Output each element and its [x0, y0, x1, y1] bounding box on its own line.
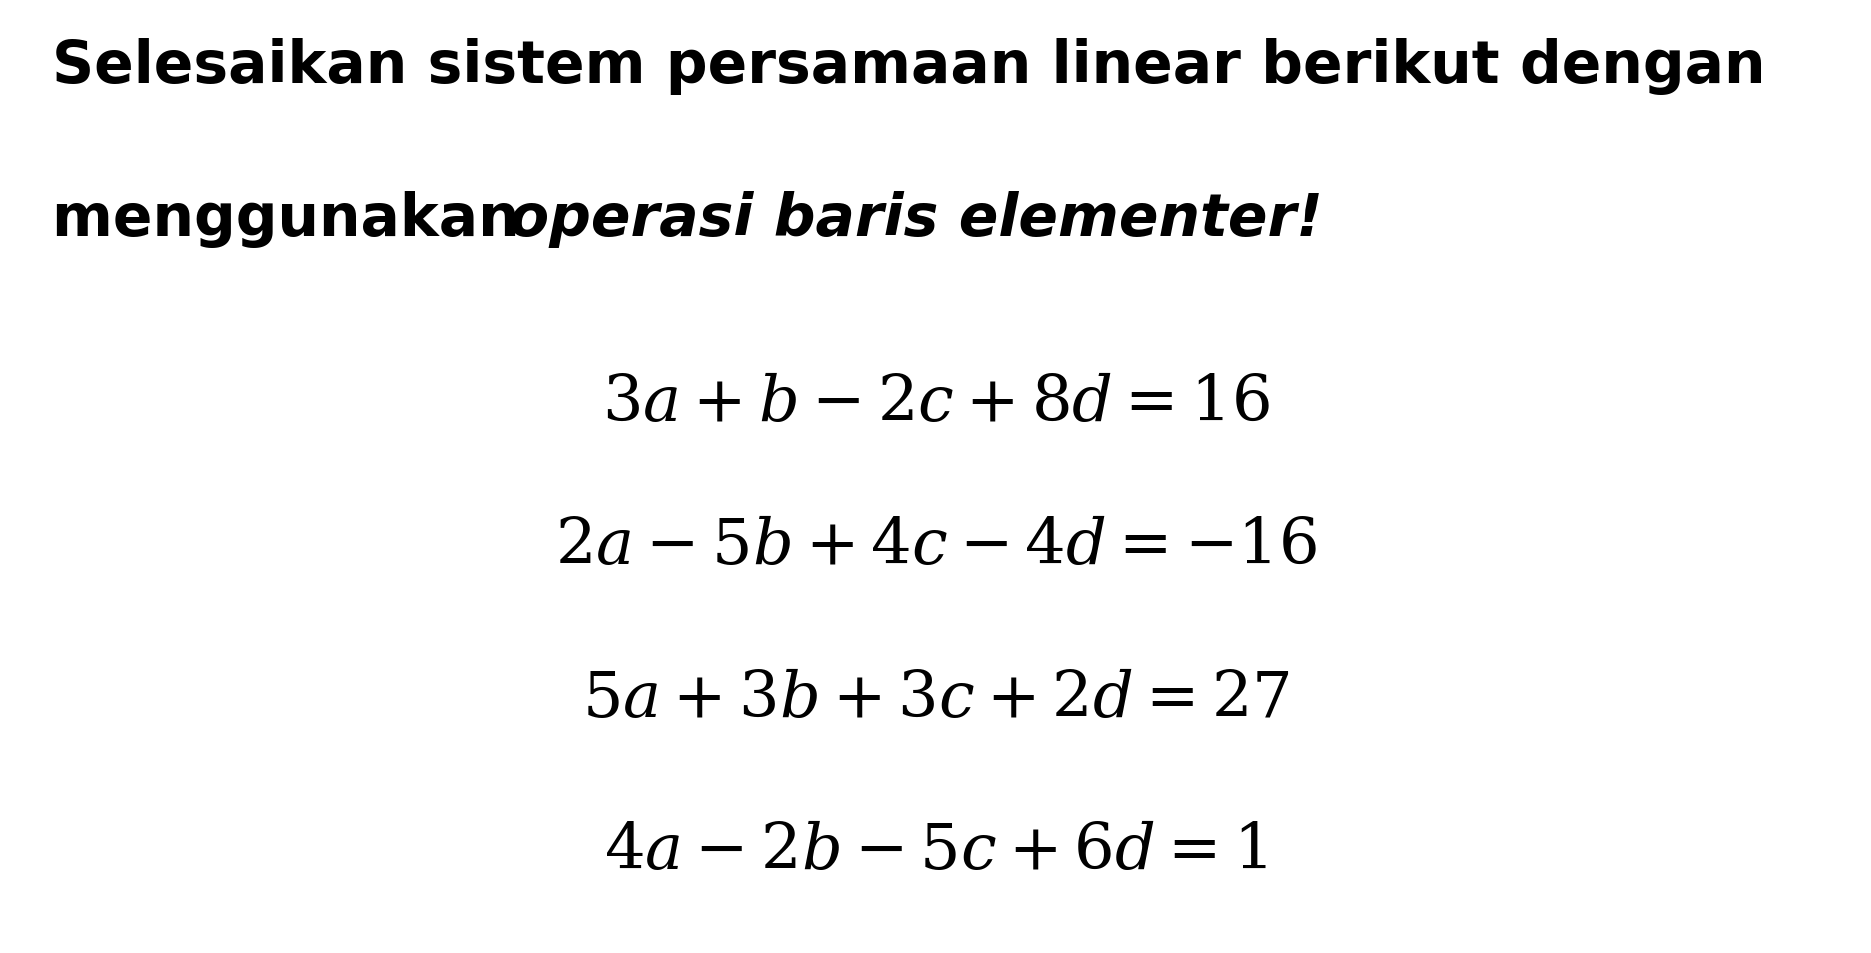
Text: $2a - 5b + 4c - 4d = {-}16$: $2a - 5b + 4c - 4d = {-}16$ [554, 515, 1317, 577]
Text: $5a + 3b + 3c + 2d = 27$: $5a + 3b + 3c + 2d = 27$ [582, 667, 1289, 729]
Text: $4a - 2b - 5c + 6d = 1$: $4a - 2b - 5c + 6d = 1$ [604, 820, 1267, 882]
Text: menggunakan: menggunakan [52, 191, 541, 248]
Text: $3a + b - 2c + 8d = 16$: $3a + b - 2c + 8d = 16$ [602, 372, 1269, 434]
Text: Selesaikan sistem persamaan linear berikut dengan: Selesaikan sistem persamaan linear berik… [52, 38, 1766, 95]
Text: operasi baris elementer!: operasi baris elementer! [509, 191, 1323, 248]
